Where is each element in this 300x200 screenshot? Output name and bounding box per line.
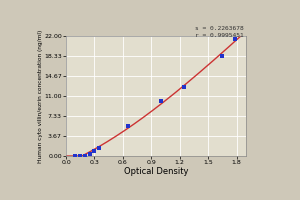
Point [78, 154, 82, 158]
Point [232, 37, 237, 40]
Point [82, 154, 87, 157]
Point [158, 100, 163, 103]
Text: s = 0.2263678
r = 0.9995451: s = 0.2263678 r = 0.9995451 [195, 26, 244, 38]
Point [182, 85, 187, 88]
X-axis label: Optical Density: Optical Density [124, 167, 188, 176]
Point [87, 152, 92, 155]
Point [97, 147, 102, 150]
Point [92, 149, 97, 153]
Point [73, 154, 78, 158]
Y-axis label: Human cyto villin/ezrin concentration (ng/ml): Human cyto villin/ezrin concentration (n… [38, 29, 43, 163]
Point [125, 124, 130, 128]
Point [220, 55, 225, 58]
